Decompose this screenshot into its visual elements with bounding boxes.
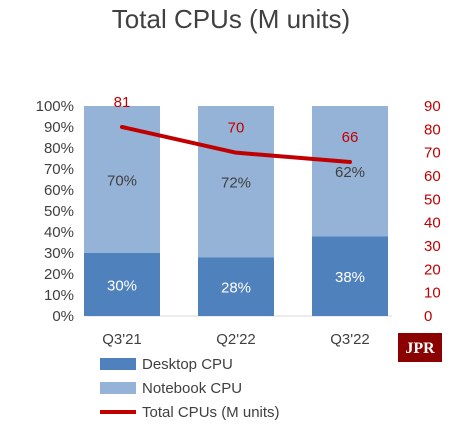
- left-tick-label: 0%: [52, 308, 74, 325]
- left-tick-label: 80%: [44, 140, 74, 157]
- category-axis: Q3'21 Q2'22 Q3'22: [102, 331, 370, 348]
- jpr-logo: JPR: [398, 333, 442, 362]
- bar-notebook-cpu: [198, 106, 274, 258]
- right-tick-label: 80: [424, 121, 441, 138]
- right-tick-label: 50: [424, 191, 441, 208]
- left-tick-label: 50%: [44, 203, 74, 220]
- total-cpus-data-label: 70: [228, 120, 245, 137]
- right-axis: 0 10 20 30 40 50 60 70 80 90: [424, 98, 441, 325]
- left-axis: 0% 10% 20% 30% 40% 50% 60% 70% 80% 90% 100%: [36, 98, 392, 325]
- bar-desktop-cpu: [198, 257, 274, 316]
- notebook-data-label: 72%: [221, 175, 251, 192]
- total-cpus-line: [120, 125, 352, 164]
- right-tick-label: 90: [424, 98, 441, 115]
- right-tick-label: 70: [424, 145, 441, 162]
- right-tick-label: 0: [424, 308, 432, 325]
- category-label: Q2'22: [216, 331, 256, 348]
- legend-label: Total CPUs (M units): [142, 404, 280, 421]
- left-tick-label: 100%: [36, 98, 74, 115]
- bars-group: 30% 70% 28% 72% 38% 62%: [84, 106, 388, 316]
- logo-text: JPR: [405, 340, 435, 357]
- right-tick-label: 60: [424, 168, 441, 185]
- legend-label: Desktop CPU: [142, 356, 233, 373]
- right-tick-label: 30: [424, 238, 441, 255]
- category-label: Q3'22: [330, 331, 370, 348]
- notebook-data-label: 70%: [107, 173, 137, 190]
- left-tick-label: 90%: [44, 119, 74, 136]
- chart-title: Total CPUs (M units): [112, 4, 350, 34]
- left-tick-label: 10%: [44, 287, 74, 304]
- legend-swatch: [100, 358, 136, 370]
- desktop-data-label: 30%: [107, 278, 137, 295]
- legend-label: Notebook CPU: [142, 380, 242, 397]
- left-tick-label: 70%: [44, 161, 74, 178]
- desktop-data-label: 38%: [335, 269, 365, 286]
- logo-background: [398, 333, 442, 362]
- bar-notebook-cpu: [84, 106, 160, 253]
- right-tick-label: 10: [424, 285, 441, 302]
- category-label: Q3'21: [102, 331, 142, 348]
- desktop-data-label: 28%: [221, 280, 251, 297]
- left-tick-label: 60%: [44, 182, 74, 199]
- line-series-group: 81 70 66: [114, 94, 359, 164]
- right-tick-label: 20: [424, 261, 441, 278]
- notebook-data-label: 62%: [335, 164, 365, 181]
- right-tick-label: 40: [424, 215, 441, 232]
- bar-desktop-cpu: [84, 253, 160, 316]
- left-tick-label: 40%: [44, 224, 74, 241]
- total-cpus-data-label: 66: [342, 129, 359, 146]
- total-cpus-data-label: 81: [114, 94, 131, 111]
- left-tick-label: 20%: [44, 266, 74, 283]
- legend-swatch: [100, 382, 136, 394]
- legend: Desktop CPU Notebook CPU Total CPUs (M uni…: [100, 356, 280, 421]
- bar-notebook-cpu: [312, 106, 388, 237]
- left-tick-label: 30%: [44, 245, 74, 262]
- bar-desktop-cpu: [312, 236, 388, 316]
